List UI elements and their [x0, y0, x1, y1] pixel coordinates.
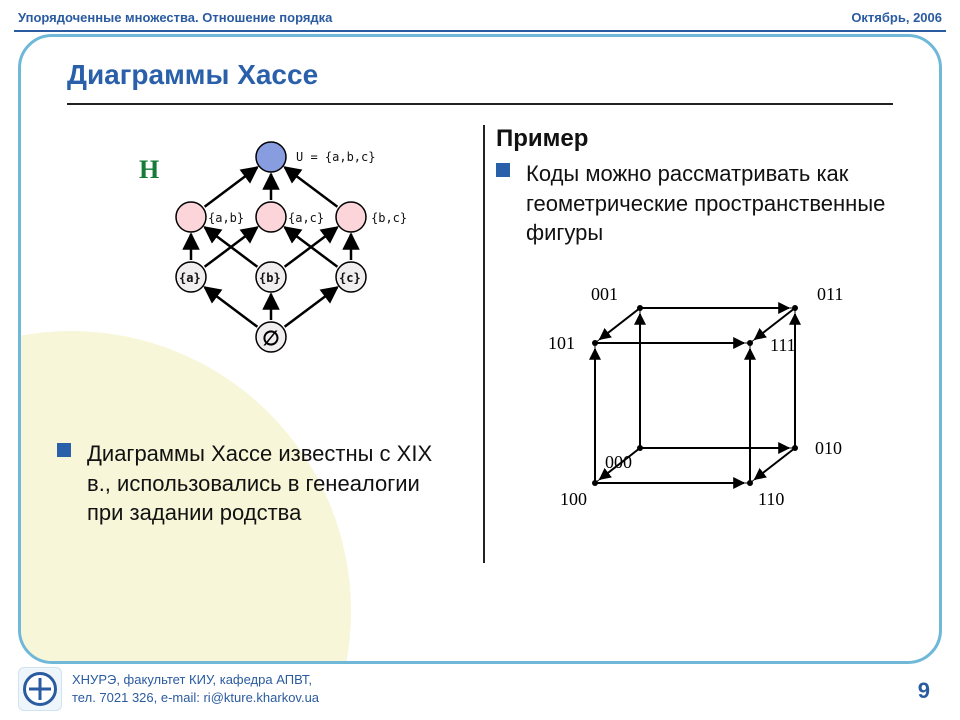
svg-text:101: 101: [548, 333, 575, 353]
page-number: 9: [918, 678, 930, 704]
svg-text:001: 001: [591, 284, 618, 304]
example-heading: Пример: [496, 125, 916, 153]
logo-icon: [23, 672, 57, 706]
left-bullet: Диаграммы Хассе известны с ХІХ в., испол…: [57, 439, 462, 528]
slide-frame: Диаграммы Хассе Н {a,b}{a,c}{b,c}{a}{b}{…: [18, 34, 942, 664]
footer: ХНУРЭ, факультет КИУ, кафедра АПВТ, тел.…: [18, 668, 930, 710]
header-right: Октябрь, 2006: [851, 10, 942, 25]
bullet-marker: [57, 443, 71, 457]
right-bullet-text: Коды можно рассматривать как геометричес…: [526, 161, 885, 245]
header-band: Упорядоченные множества. Отношение поряд…: [14, 6, 946, 32]
svg-text:{c}: {c}: [339, 271, 361, 285]
slide: Упорядоченные множества. Отношение поряд…: [0, 0, 960, 720]
slide-title: Диаграммы Хассе: [67, 59, 318, 91]
right-bullet: Коды можно рассматривать как геометричес…: [496, 159, 916, 248]
svg-text:{a,c}: {a,c}: [288, 211, 324, 225]
h-label: Н: [139, 155, 159, 185]
svg-text:000: 000: [605, 452, 632, 472]
svg-text:110: 110: [758, 489, 784, 509]
svg-text:U = {a,b,c}: U = {a,b,c}: [296, 150, 375, 164]
svg-text:100: 100: [560, 489, 587, 509]
left-column: {a,b} {a,c} {b,c} {a} {b} {c} ∅ U = {a,b,c}: [51, 127, 471, 382]
svg-text:{b}: {b}: [259, 271, 281, 285]
svg-text:{a}: {a}: [179, 271, 201, 285]
left-bullet-wrap: Диаграммы Хассе известны с ХІХ в., испол…: [57, 427, 462, 528]
svg-text:111: 111: [770, 335, 796, 355]
svg-text:∅: ∅: [262, 328, 279, 350]
cube-diagram: 000 100 010 110 001 101 011 111: [520, 278, 916, 523]
right-column: Пример Коды можно рассматривать как геом…: [496, 123, 916, 523]
svg-text:{a,b}: {a,b}: [208, 211, 244, 225]
footer-text: ХНУРЭ, факультет КИУ, кафедра АПВТ, тел.…: [72, 671, 319, 707]
university-logo: [18, 667, 62, 711]
svg-text:011: 011: [817, 284, 843, 304]
bullet-marker: [496, 163, 510, 177]
header-left: Упорядоченные множества. Отношение поряд…: [18, 10, 332, 25]
svg-text:010: 010: [815, 438, 842, 458]
title-rule: [67, 103, 893, 105]
left-bullet-text: Диаграммы Хассе известны с ХІХ в., испол…: [87, 441, 432, 525]
footer-line-1: ХНУРЭ, факультет КИУ, кафедра АПВТ,: [72, 671, 319, 689]
hasse-diagram: {a,b} {a,c} {b,c} {a} {b} {c} ∅ U = {a,b,c}: [101, 127, 521, 382]
footer-line-2: тел. 7021 326, e-mail: ri@kture.kharkov.…: [72, 689, 319, 707]
svg-text:{b,c}: {b,c}: [371, 211, 407, 225]
